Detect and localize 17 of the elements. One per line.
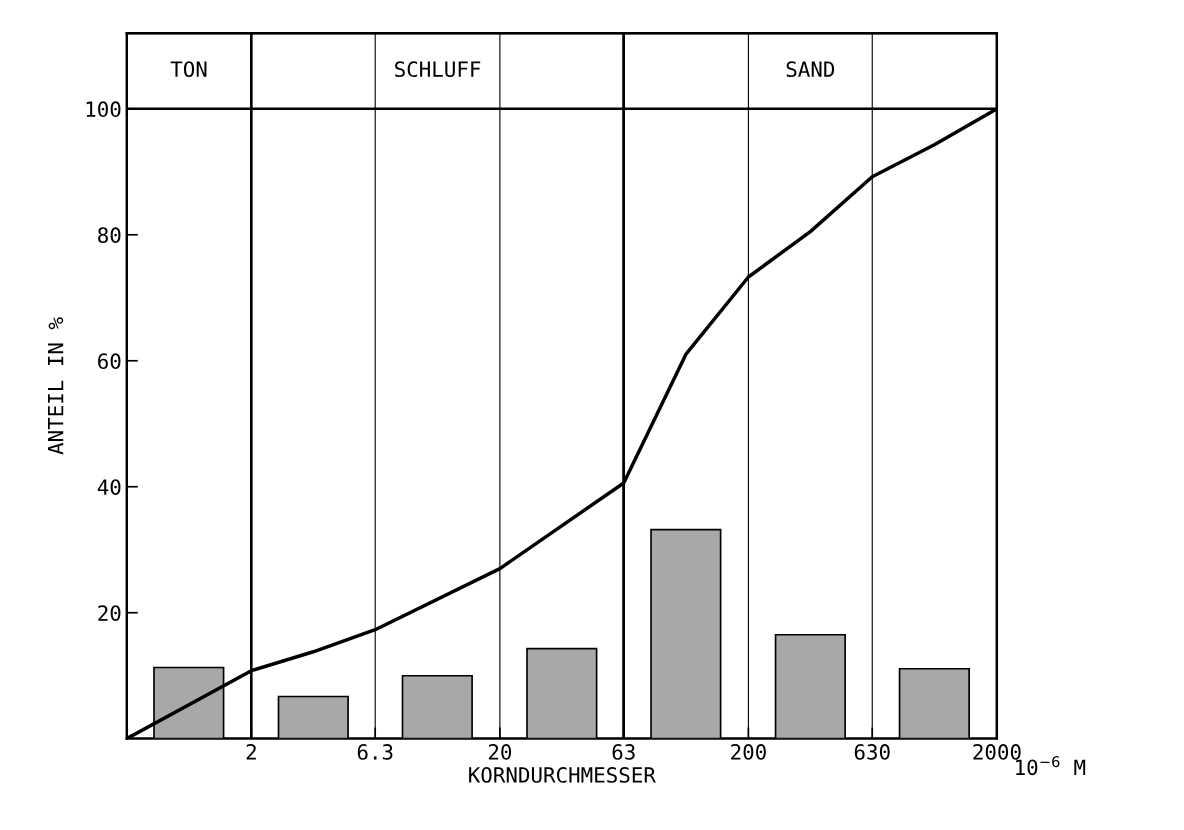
- band-label: TON: [170, 61, 207, 78]
- band-label: SAND: [786, 61, 835, 78]
- y-axis-title: ANTEIL IN %: [48, 317, 64, 455]
- y-tick-label: 20: [98, 605, 121, 621]
- y-tick-label: 40: [97, 479, 121, 495]
- band-label: SCHLUFF: [395, 61, 481, 78]
- x-tick-label: 2000: [973, 744, 1021, 760]
- x-axis-title: KORNDURCHMESSER: [469, 767, 656, 783]
- x-tick-label: 20: [488, 744, 512, 760]
- x-tick-label: 63: [612, 744, 635, 760]
- y-tick-label: 60: [98, 353, 121, 370]
- x-tick-label: 2: [246, 744, 256, 760]
- x-tick-label: 200: [731, 744, 766, 760]
- x-tick-label: 6.3: [357, 744, 393, 760]
- x-tick-label: 630: [854, 744, 890, 760]
- y-tick-label: 80: [98, 227, 121, 244]
- y-tick-label: 100: [86, 101, 121, 118]
